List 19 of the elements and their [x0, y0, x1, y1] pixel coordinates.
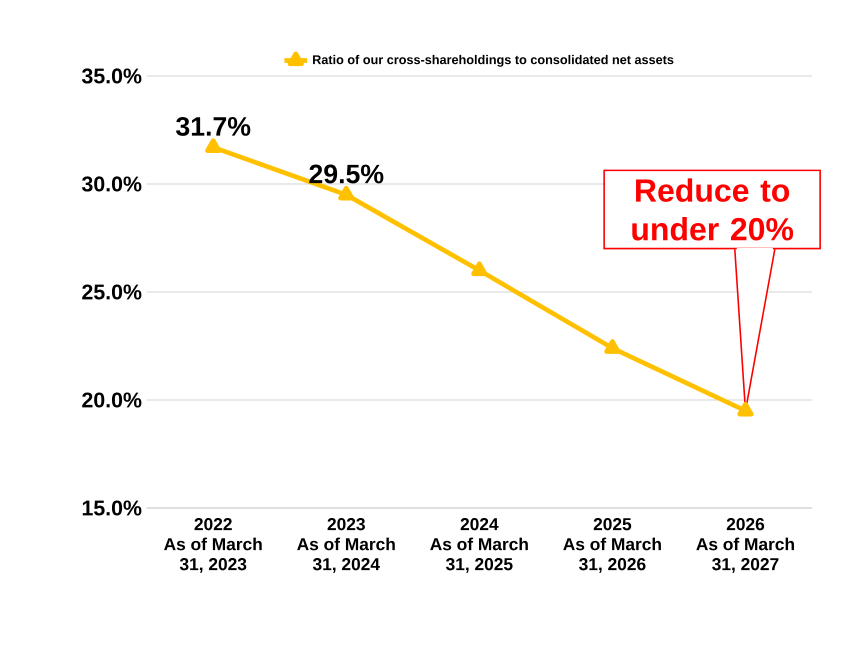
data-label: 31.7% — [176, 116, 250, 136]
legend-label: Ratio of our cross-shareholdings to consolidated net assets — [313, 54, 674, 67]
point — [471, 261, 488, 276]
y-tick-label: 25.0% — [82, 284, 142, 300]
point — [604, 339, 621, 354]
y-tick-label: 15.0% — [82, 500, 142, 516]
x-tick-label: 2026 As of March 31, 2027 — [696, 518, 794, 573]
point — [205, 138, 222, 153]
y-tick-label: 20.0% — [82, 392, 142, 408]
x-tick-label: 2022 As of March 31, 2023 — [164, 518, 262, 573]
x-tick-label: 2024 As of March 31, 2025 — [430, 518, 528, 573]
point — [338, 186, 354, 200]
y-tick-label: 35.0% — [82, 68, 142, 84]
x-tick-label: 2025 As of March 31, 2026 — [563, 518, 661, 573]
y-tick-label: 30.0% — [82, 176, 142, 192]
annotation: Reduce to under 20% — [632, 178, 794, 241]
point — [737, 402, 754, 416]
data-label: 29.5% — [309, 164, 384, 184]
x-tick-label: 2023 As of March 31, 2024 — [297, 518, 395, 573]
